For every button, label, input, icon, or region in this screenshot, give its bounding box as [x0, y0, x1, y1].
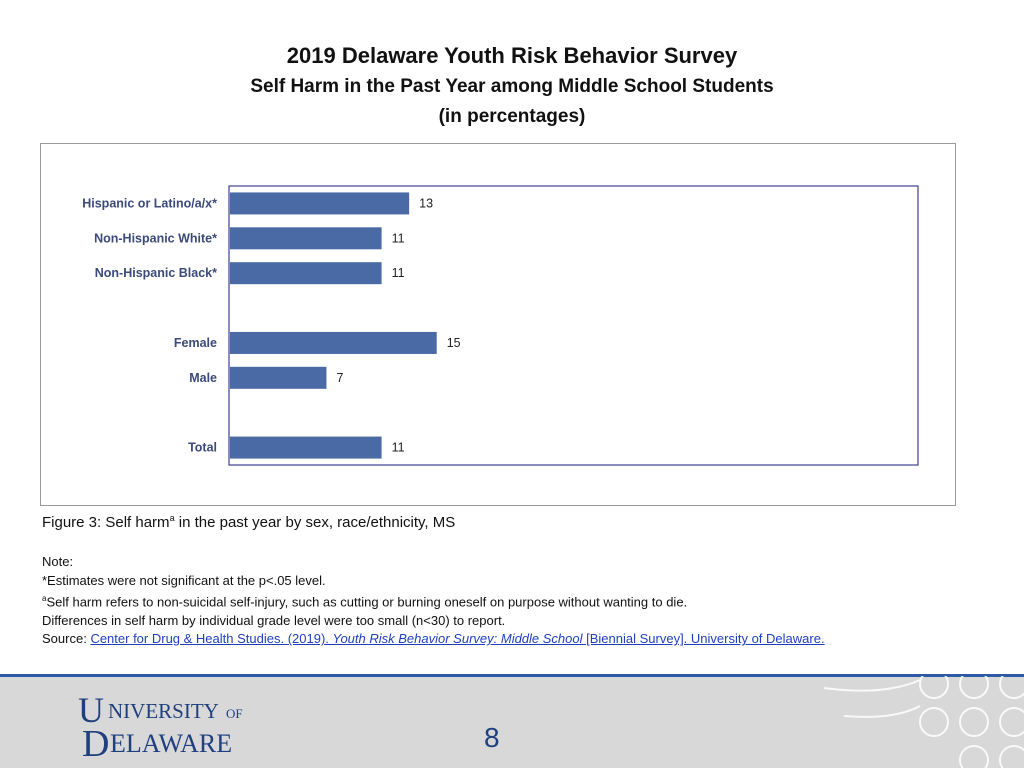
footer-divider — [0, 674, 1024, 677]
logo-letter-u: U — [78, 690, 104, 730]
page-number: 8 — [484, 722, 500, 753]
bar — [230, 192, 410, 215]
data-label: 11 — [392, 266, 405, 280]
note-source: Source: Center for Drug & Health Studies… — [42, 630, 825, 649]
note-significance: *Estimates were not significant at the p… — [42, 572, 326, 588]
caption-suffix: in the past year by sex, race/ethnicity,… — [174, 514, 456, 531]
figure-caption: Figure 3: Self harma in the past year by… — [42, 513, 455, 531]
logo-word-of: OF — [226, 706, 243, 721]
logo-letter-d: D — [82, 723, 109, 760]
category-label: Male — [189, 371, 217, 385]
caption-superscript: a — [169, 513, 175, 523]
bar — [230, 436, 382, 459]
source-link-part2: [Biennial Survey]. University of Delawar… — [582, 631, 825, 647]
note-definition: aSelf harm refers to non-suicidal self-i… — [42, 590, 825, 612]
bar-chart: Hispanic or Latino/a/x* 13 Non-Hispanic Wh… — [82, 185, 919, 466]
bar — [230, 227, 382, 250]
bar — [230, 262, 382, 285]
data-label: 11 — [392, 441, 405, 455]
data-label: 11 — [392, 231, 405, 245]
category-label: Hispanic or Latino/a/x* — [82, 196, 217, 210]
notes-heading: Note: — [42, 554, 74, 569]
university-of-delaware-logo: U D NIVERSITY OF ELAWARE — [78, 690, 243, 760]
data-label: 13 — [419, 196, 433, 210]
notes-block: Note: *Estimates were not significant at… — [42, 553, 825, 649]
logo-word-elaware: ELAWARE — [110, 729, 232, 758]
caption-prefix: Figure 3: Self harm — [42, 514, 170, 531]
plot-area-border — [228, 185, 919, 466]
note-definition-sup: a — [42, 594, 47, 603]
bar — [230, 366, 327, 389]
note-grade-level: Differences in self harm by individual g… — [42, 612, 506, 628]
note-definition-text: Self harm refers to non-suicidal self-in… — [46, 594, 688, 610]
data-label: 15 — [447, 336, 461, 350]
chart-units: (in percentages) — [438, 106, 586, 127]
source-link-part1: Center for Drug & Health Studies. (2019)… — [90, 631, 333, 647]
bar — [230, 331, 437, 354]
chart-title-block: 2019 Delaware Youth Risk Behavior Survey… — [0, 40, 1024, 132]
source-label: Source: — [42, 631, 87, 647]
decorative-circles — [824, 676, 1024, 768]
category-label: Female — [174, 336, 217, 350]
logo-word-university: NIVERSITY — [108, 699, 219, 723]
chart-title: 2019 Delaware Youth Risk Behavior Survey — [286, 43, 738, 68]
source-link[interactable]: Center for Drug & Health Studies. (2019)… — [90, 631, 824, 646]
data-label: 7 — [336, 371, 343, 385]
chart-subtitle: Self Harm in the Past Year among Middle … — [250, 76, 774, 97]
chart-frame: Hispanic or Latino/a/x* 13 Non-Hispanic Wh… — [40, 143, 956, 506]
category-label: Non-Hispanic Black* — [95, 266, 217, 280]
category-label: Total — [188, 441, 217, 455]
category-label: Non-Hispanic White* — [94, 231, 217, 245]
source-link-italic: Youth Risk Behavior Survey: Middle Schoo… — [332, 631, 583, 647]
